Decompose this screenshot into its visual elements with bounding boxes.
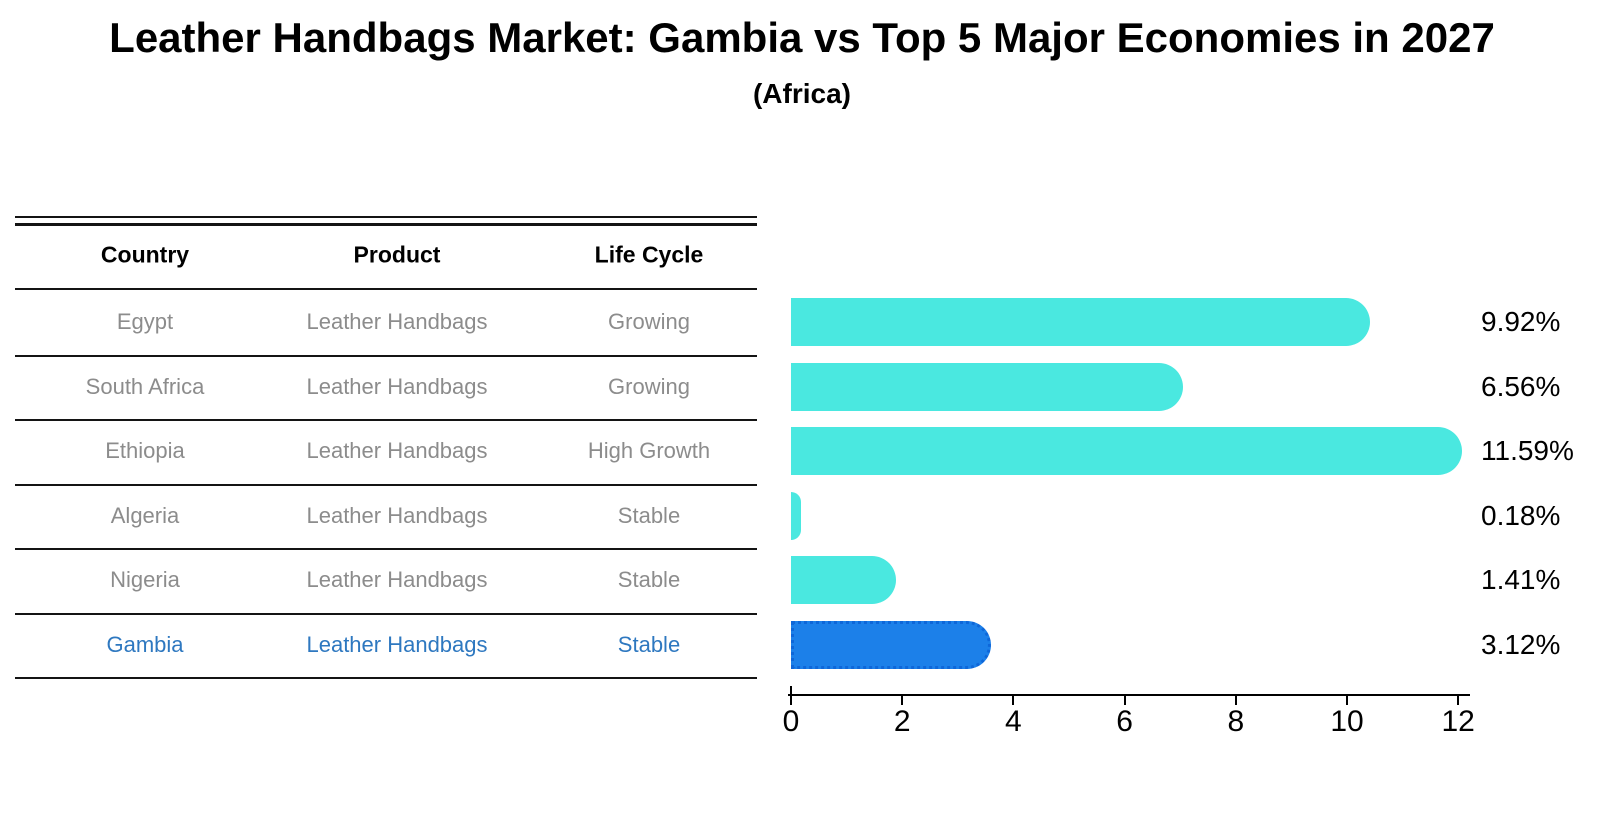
table-divider xyxy=(15,677,757,679)
table-cell-country: Nigeria xyxy=(110,567,180,592)
x-axis-tick-label: 8 xyxy=(1227,705,1245,738)
table-divider xyxy=(15,548,757,550)
table-cell-product: Leather Handbags xyxy=(306,309,488,334)
table-cell-life_cycle: Stable xyxy=(617,567,681,592)
table-cell-product: Leather Handbags xyxy=(306,503,488,528)
x-axis-tick-label: 2 xyxy=(893,705,911,738)
column-header: Life Cycle xyxy=(594,241,704,268)
column-header: Country xyxy=(100,241,190,268)
bar-value-label: 0.18% xyxy=(1481,500,1561,531)
x-axis-tick xyxy=(1346,696,1348,705)
bar-value-label: 9.92% xyxy=(1481,306,1561,337)
bar-ethiopia xyxy=(791,427,1463,475)
table-cell-product: Leather Handbags xyxy=(306,632,488,657)
table-cell-product: Leather Handbags xyxy=(306,567,488,592)
table-divider xyxy=(15,355,757,357)
table-cell-country: Algeria xyxy=(110,503,180,528)
bar-value-label: 6.56% xyxy=(1481,371,1561,402)
bar-egypt xyxy=(791,298,1370,346)
table-cell-country: Egypt xyxy=(116,309,174,334)
x-axis-tick xyxy=(1234,696,1237,705)
column-header: Product xyxy=(353,241,441,268)
table-cell-life_cycle: Stable xyxy=(617,632,681,657)
table-cell-life_cycle: Stable xyxy=(617,503,681,528)
table-divider xyxy=(15,216,757,218)
table-cell-country: Ethiopia xyxy=(105,438,185,463)
x-axis-tick-label: 10 xyxy=(1330,705,1364,738)
table-cell-product: Leather Handbags xyxy=(306,438,488,463)
x-axis-line xyxy=(788,694,1470,696)
x-axis-tick xyxy=(901,696,904,705)
table-divider xyxy=(15,223,757,226)
bar-south-africa xyxy=(791,363,1183,411)
table-divider xyxy=(15,419,757,421)
bar-algeria xyxy=(791,492,801,540)
table-cell-life_cycle: Growing xyxy=(608,374,690,399)
bar-value-label: 11.59% xyxy=(1481,435,1574,466)
x-axis-origin-stub xyxy=(790,686,792,694)
table-cell-product: Leather Handbags xyxy=(306,374,488,399)
x-axis-tick xyxy=(1012,696,1015,705)
x-axis-tick-label: 0 xyxy=(782,705,800,738)
table-divider xyxy=(15,288,757,290)
table-cell-country: Gambia xyxy=(106,632,184,657)
chart-subtitle: (Africa) xyxy=(752,78,851,109)
table-cell-country: South Africa xyxy=(85,374,205,399)
x-axis-tick-label: 6 xyxy=(1116,705,1133,738)
x-axis-tick xyxy=(790,696,792,705)
table-divider xyxy=(15,484,757,486)
x-axis-tick xyxy=(1123,696,1126,705)
bar-highlight-gambia xyxy=(791,621,992,669)
table-cell-life_cycle: Growing xyxy=(608,309,690,334)
x-axis-tick-label: 12 xyxy=(1441,705,1475,738)
x-axis-tick-label: 4 xyxy=(1005,705,1022,738)
bar-nigeria xyxy=(791,556,897,604)
bar-value-label: 3.12% xyxy=(1481,629,1561,660)
chart-title: Leather Handbags Market: Gambia vs Top 5… xyxy=(109,14,1495,61)
bar-value-label: 1.41% xyxy=(1481,564,1561,595)
table-divider xyxy=(15,613,757,615)
x-axis-tick xyxy=(1457,696,1460,705)
table-cell-life_cycle: High Growth xyxy=(587,438,711,463)
